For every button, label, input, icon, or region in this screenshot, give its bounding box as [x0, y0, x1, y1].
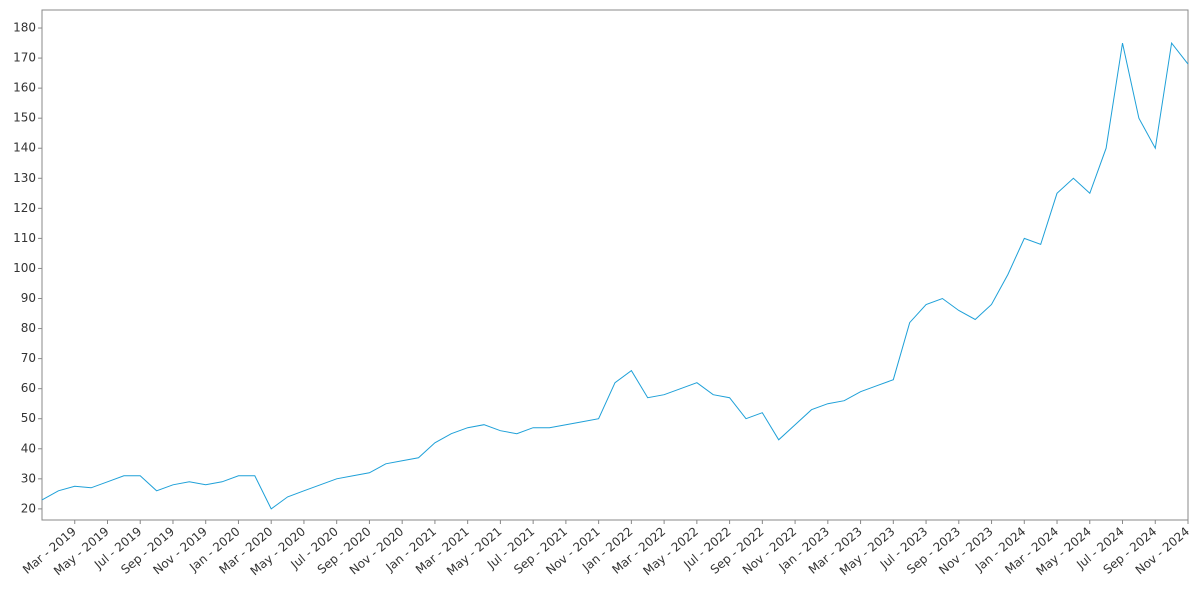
y-tick-label: 30 [21, 471, 36, 485]
y-tick-label: 100 [13, 261, 36, 275]
y-tick-label: 160 [13, 81, 36, 95]
plot-frame [41, 9, 1189, 521]
y-tick-label: 170 [13, 51, 36, 65]
y-tick-label: 40 [21, 441, 36, 455]
y-tick-label: 110 [13, 231, 36, 245]
y-tick-label: 70 [21, 351, 36, 365]
y-tick-label: 180 [13, 21, 36, 35]
y-tick-label: 90 [21, 291, 36, 305]
y-tick-label: 140 [13, 141, 36, 155]
y-tick-label: 50 [21, 411, 36, 425]
y-tick-label: 120 [13, 201, 36, 215]
y-tick-label: 80 [21, 321, 36, 335]
y-tick-label: 150 [13, 111, 36, 125]
y-tick-label: 130 [13, 171, 36, 185]
y-tick-label: 60 [21, 381, 36, 395]
y-tick-label: 20 [21, 501, 36, 515]
price-line [41, 41, 1189, 510]
